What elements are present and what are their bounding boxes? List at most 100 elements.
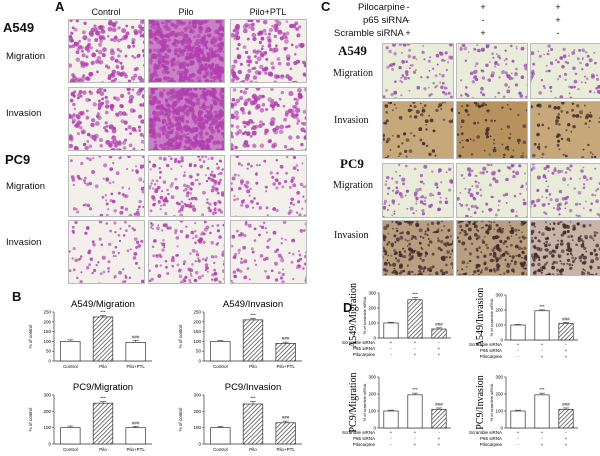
significance-label: ### — [132, 420, 140, 425]
bar — [534, 394, 550, 429]
significance-label: ### — [435, 322, 443, 327]
micrograph-a-r3-c1 — [148, 220, 225, 284]
condition-mark: + — [541, 442, 544, 447]
condition-mark: - — [390, 436, 392, 441]
condition-mark: - — [406, 15, 410, 25]
condition-mark: - — [517, 442, 519, 447]
bar-chart-0: A549/Migration % of control 0 50 100 150 200 25… — [20, 298, 170, 373]
condition-mark: - — [517, 354, 519, 359]
y-tick-label: 200 — [43, 319, 51, 324]
condition-mark: + — [541, 430, 544, 435]
x-tick-label: Pilo — [99, 447, 107, 452]
y-tick-label: 200 — [43, 409, 51, 414]
condition-mark: - — [390, 442, 392, 447]
y-tick-label: 300 — [368, 375, 376, 380]
micrograph-c-r3-c0 — [382, 220, 454, 276]
condition-label: Pilocarpine — [480, 442, 503, 447]
y-tick-label: 300 — [368, 291, 376, 296]
bar-chart-4: A549/Migration% of scramble siRNA 0 100 200… — [342, 283, 473, 360]
x-tick-label: Pilo+PTL — [126, 447, 145, 452]
condition-mark: - — [556, 28, 560, 38]
condition-mark: + — [541, 342, 544, 347]
x-tick-label: Pilo+PTL — [126, 364, 145, 369]
y-tick-label: 0 — [198, 359, 201, 364]
micrograph-c-r2-c0 — [382, 163, 454, 218]
significance-label: ### — [282, 415, 290, 420]
micrograph-c-r2-c2 — [530, 163, 600, 218]
micrograph-a-r1-c0 — [68, 87, 145, 151]
condition-mark: + — [517, 342, 520, 347]
x-tick-label: Pilo — [99, 364, 107, 369]
micrograph-a-r1-c2 — [230, 87, 307, 151]
condition-label: Pilocarpine — [353, 442, 376, 447]
micrograph-c-r1-c1 — [456, 101, 528, 159]
bar — [275, 422, 296, 445]
condition-mark: + — [414, 340, 417, 345]
significance-label: ### — [562, 316, 570, 321]
y-tick-label: 50 — [46, 349, 52, 354]
y-tick-label: 200 — [368, 306, 376, 311]
significance-label: *** — [100, 309, 106, 314]
bar — [275, 343, 296, 362]
bar — [60, 427, 81, 445]
bar — [242, 319, 264, 362]
condition-mark: - — [414, 436, 416, 441]
condition-mark: + — [405, 28, 411, 38]
bar-chart-1: A549/Invasion % of control 0 50 100 150 200 250… — [170, 298, 320, 373]
condition-mark: - — [390, 346, 392, 351]
row-label-invasion-pc9-c: Invasion — [334, 230, 369, 241]
condition-label: Scramble siRNA — [469, 430, 502, 435]
condition-mark: - — [438, 430, 440, 435]
significance-label: *** — [250, 312, 256, 317]
condition-mark: + — [390, 430, 393, 435]
condition-label: Pilocarpine — [353, 352, 376, 357]
significance-label: *** — [412, 387, 418, 392]
micrograph-c-r0-c2 — [530, 43, 600, 99]
micrograph-c-r0-c0 — [382, 43, 454, 99]
y-tick-label: 50 — [196, 349, 202, 354]
y-tick-label: 200 — [495, 392, 503, 397]
x-tick-label: Pilo — [249, 364, 257, 369]
chart-title: A549/Migration — [348, 283, 359, 348]
condition-mark: + — [414, 352, 417, 357]
y-axis-label: % of control — [178, 325, 183, 349]
condition-mark: + — [390, 340, 393, 345]
condition-label: Pilocarpine — [480, 354, 503, 359]
bar — [431, 328, 447, 339]
bar — [60, 341, 81, 362]
y-tick-label: 0 — [373, 426, 376, 431]
x-tick-label: Pilo — [249, 447, 257, 452]
chart-title: PC9/Invasion — [475, 375, 486, 429]
bar-chart-3: PC9/Invasion % of control 0 100 200 300 Contro… — [170, 381, 320, 456]
row-label-invasion-a549: Invasion — [6, 108, 42, 119]
y-tick-label: 150 — [43, 329, 51, 334]
panel-label-a: A — [55, 0, 65, 14]
condition-mark: - — [517, 436, 519, 441]
row-label-invasion-pc9: Invasion — [6, 237, 42, 248]
bar — [534, 310, 550, 341]
micrograph-a-r0-c1 — [148, 19, 225, 83]
y-tick-label: 100 — [368, 409, 376, 414]
micrograph-a-r2-c2 — [230, 155, 307, 217]
condition-mark: + — [438, 352, 441, 357]
condition-mark: - — [406, 2, 410, 12]
condition-mark: + — [565, 442, 568, 447]
micrograph-a-r2-c0 — [68, 155, 145, 217]
bar — [510, 410, 526, 429]
x-tick-label: Pilo+PTL — [276, 447, 295, 452]
cell-line-a549: A549 — [3, 20, 35, 35]
condition-mark: + — [541, 354, 544, 359]
y-tick-label: 300 — [495, 375, 503, 380]
cell-line-pc9-c: PC9 — [340, 156, 364, 171]
condition-mark: + — [565, 354, 568, 359]
y-tick-label: 0 — [373, 336, 376, 341]
condition-mark: - — [541, 436, 543, 441]
bar — [125, 342, 146, 362]
significance-label: ### — [282, 336, 290, 341]
condition-mark: + — [555, 2, 561, 12]
micrograph-c-r1-c2 — [530, 101, 600, 159]
y-tick-label: 0 — [500, 338, 503, 343]
y-tick-label: 100 — [43, 425, 51, 430]
panel-label-c: C — [321, 0, 331, 14]
chart-title: A549/Migration — [71, 299, 135, 310]
